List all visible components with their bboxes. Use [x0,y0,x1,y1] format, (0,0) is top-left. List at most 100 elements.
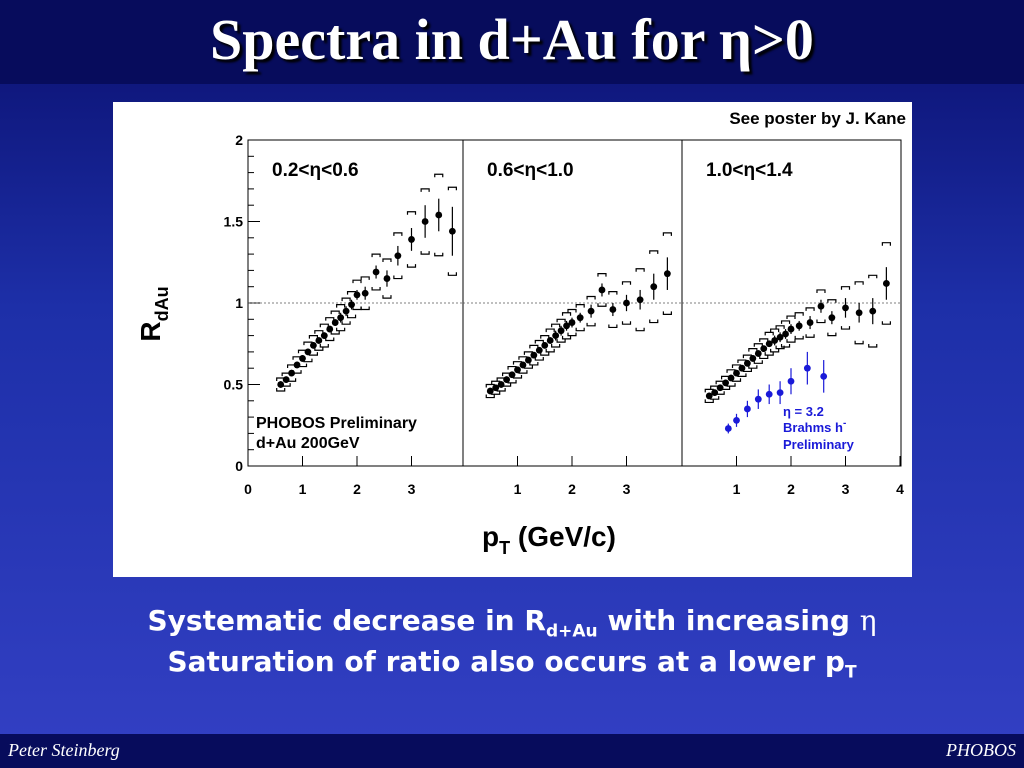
phobos-data-point [557,327,565,335]
y-tick-label: 1 [235,295,243,311]
phobos-data-point [530,351,538,359]
systematic-bracket-top [534,339,544,344]
systematic-bracket-top [341,297,351,302]
phobos-data-point [760,345,768,353]
panel-note: d+Au 200GeV [256,435,360,452]
phobos-data-point [795,322,803,330]
systematic-bracket-top [447,186,457,191]
systematic-bracket-bottom [382,295,392,299]
systematic-bracket-bottom [507,379,517,384]
brahms-legend-prelim: Preliminary [783,437,855,452]
systematic-bracket-bottom [635,327,645,332]
phobos-data-point [293,361,301,369]
phobos-data-point [744,359,751,367]
brahms-data-point [744,405,751,413]
caption1-sub: d+Au [545,621,598,642]
systematic-bracket-bottom [764,352,774,356]
systematic-bracket-top [881,242,891,246]
phobos-data-point [563,322,570,330]
phobos-data-point [519,361,527,369]
y-axis-label-main: R [135,321,166,341]
systematic-bracket-top [575,304,585,308]
systematic-bracket-bottom [406,264,417,268]
systematic-bracket-bottom [794,335,804,340]
phobos-data-point [842,304,849,312]
caption1-a: Systematic decrease in R [147,604,546,637]
systematic-bracket-bottom [319,344,329,348]
caption-line-1: Systematic decrease in Rd+Au with increa… [0,604,1024,642]
systematic-bracket-top [567,308,577,313]
phobos-data-point [299,355,306,362]
systematic-bracket-top [336,304,346,308]
systematic-bracket-bottom [529,361,539,366]
systematic-bracket-bottom [352,306,362,311]
phobos-data-point [776,333,784,341]
caption1-eta: η [859,604,877,637]
systematic-bracket-top [556,318,566,323]
systematic-bracket-top [649,250,659,254]
phobos-data-point [727,374,735,382]
x-tick-label: 1 [514,481,522,497]
systematic-bracket-top [434,173,444,178]
title-prefix: Spectra in d+Au for [210,7,719,72]
title-bar [0,0,1024,84]
systematic-bracket-top [840,286,851,290]
systematic-bracket-top [325,317,335,321]
y-tick-label: 0.5 [224,377,244,393]
systematic-bracket-bottom [868,344,878,348]
x-tick-label: 3 [842,481,850,497]
y-axis-label: RdAu [135,286,172,341]
phobos-data-point [503,376,510,384]
phobos-data-point [508,371,516,379]
systematic-bracket-bottom [649,319,659,324]
systematic-bracket-bottom [737,373,747,377]
systematic-bracket-top [775,325,785,329]
systematic-bracket-top [319,323,329,328]
brahms-data-point [754,395,762,403]
x-tick-label: 2 [787,481,795,497]
systematic-bracket-bottom [314,347,324,351]
x-tick-label: 0 [244,481,252,497]
systematic-bracket-bottom [715,391,725,395]
x-axis-label: pT (GeV/c) [482,521,616,558]
systematic-bracket-bottom [662,311,672,316]
phobos-data-point [576,314,584,322]
brahms-legend-eta: η = 3.2 [783,404,824,419]
phobos-data-point [408,236,415,243]
phobos-data-point [514,366,521,374]
systematic-bracket-bottom [726,383,736,387]
systematic-bracket-bottom [346,314,357,319]
phobos-data-point [448,227,456,235]
systematic-bracket-bottom [556,339,566,343]
systematic-bracket-top [621,281,632,285]
phobos-data-point [711,389,719,397]
systematic-bracket-top [770,328,780,333]
x-tick-label: 1 [299,481,307,497]
x-axis-label-main: p [482,521,499,552]
systematic-bracket-bottom [297,363,308,368]
brahms-legend-name-main: Brahms h [783,420,843,435]
systematic-bracket-bottom [276,388,286,392]
systematic-bracket-bottom [561,335,572,340]
systematic-bracket-top [816,289,826,293]
phobos-data-point [749,355,757,362]
systematic-bracket-bottom [575,327,585,332]
systematic-bracket-bottom [742,368,752,373]
systematic-bracket-top [868,274,878,279]
phobos-data-point [787,325,795,333]
systematic-bracket-bottom [434,252,444,257]
systematic-bracket-bottom [704,399,714,404]
systematic-bracket-bottom [502,383,512,387]
systematic-bracket-bottom [303,358,313,363]
systematic-bracket-bottom [360,306,370,311]
brahms-legend-name-sup: - [843,418,846,429]
brahms-data-point [803,364,811,372]
systematic-bracket-top [330,310,340,315]
systematic-bracket-top [764,331,774,336]
systematic-bracket-bottom [770,348,780,353]
systematic-bracket-top [352,279,362,284]
phobos-data-point [587,307,595,315]
phobos-data-point [782,330,789,338]
phobos-data-point [337,314,345,322]
phobos-data-point [733,369,740,377]
